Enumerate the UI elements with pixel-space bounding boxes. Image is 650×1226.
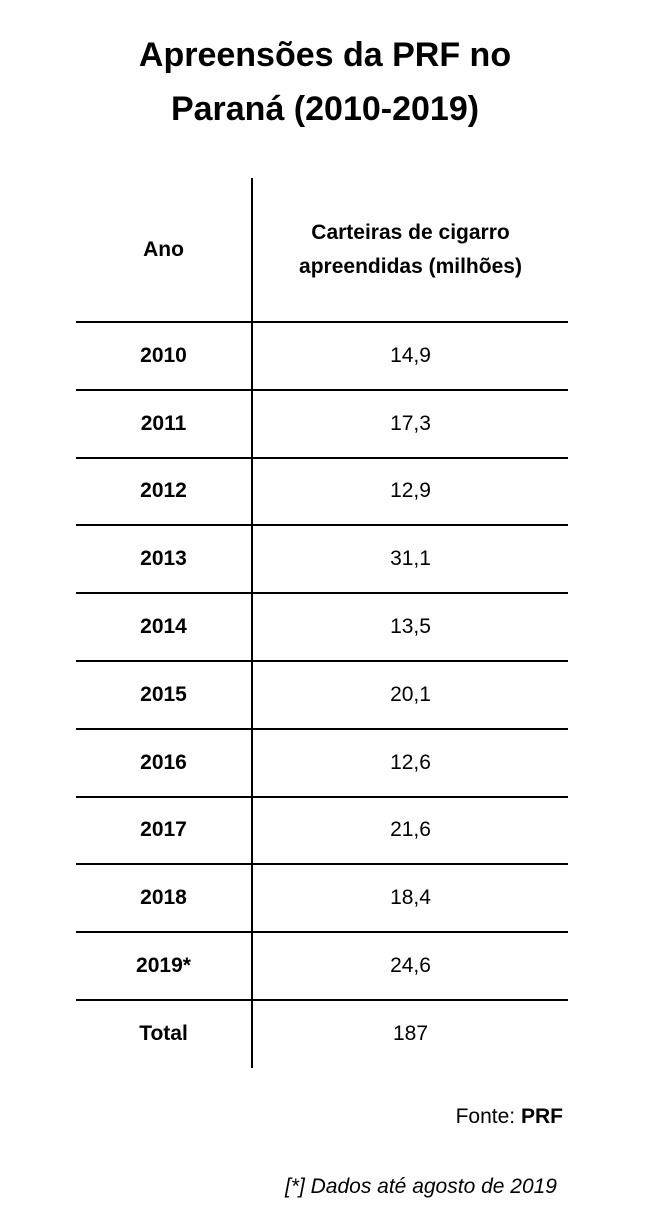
source: Fonte: PRF: [456, 1105, 563, 1129]
row-divider: [76, 524, 568, 527]
row-label: 2018: [140, 886, 187, 910]
row-value: 20,1: [390, 682, 431, 706]
source-label: Fonte:: [455, 1105, 516, 1128]
row-divider: [76, 795, 568, 798]
row-label: 2014: [140, 615, 187, 639]
row-label: 2017: [140, 818, 187, 842]
row-value: 24,6: [390, 954, 431, 978]
row-divider: [76, 727, 568, 730]
row-divider: [76, 456, 568, 459]
row-value: 187: [392, 1021, 429, 1045]
column-header-text: Carteiras de cigarro apreendidas (milhõe…: [299, 221, 522, 278]
title: Apreensões da PRF no: [138, 36, 512, 74]
row-label: 2015: [140, 682, 187, 706]
column-header: Ano: [143, 238, 184, 261]
row-label: 2010: [140, 343, 187, 367]
row-divider: [76, 863, 568, 866]
row-divider: [76, 321, 568, 323]
row-label: 2016: [140, 750, 187, 774]
row-value: 13,5: [390, 615, 431, 639]
row-divider: [76, 660, 568, 662]
column-divider: [251, 178, 253, 1068]
row-value: 31,1: [390, 547, 431, 571]
row-value: 12,6: [390, 750, 431, 774]
row-divider: [76, 388, 568, 391]
row-divider: [76, 931, 568, 934]
row-divider: [76, 592, 568, 595]
row-label: Total: [139, 1021, 188, 1045]
row-value: 18,4: [390, 886, 431, 910]
row-label: 2013: [140, 547, 187, 571]
row-value: 21,6: [390, 818, 431, 842]
footnote: [*] Dados até agosto de 2019: [284, 1175, 557, 1198]
row-value: 14,9: [390, 343, 431, 367]
row-value: 17,3: [390, 411, 431, 435]
title: Paraná (2010-2019): [170, 90, 480, 128]
source-name: PRF: [521, 1105, 563, 1128]
row-divider: [76, 999, 568, 1001]
column-header: Carteiras de cigarro apreendidas (milhõe…: [253, 178, 568, 322]
row-label: 2011: [140, 411, 187, 435]
row-value: 12,9: [390, 479, 431, 503]
row-label: 2019*: [136, 954, 191, 978]
row-label: 2012: [140, 479, 187, 503]
